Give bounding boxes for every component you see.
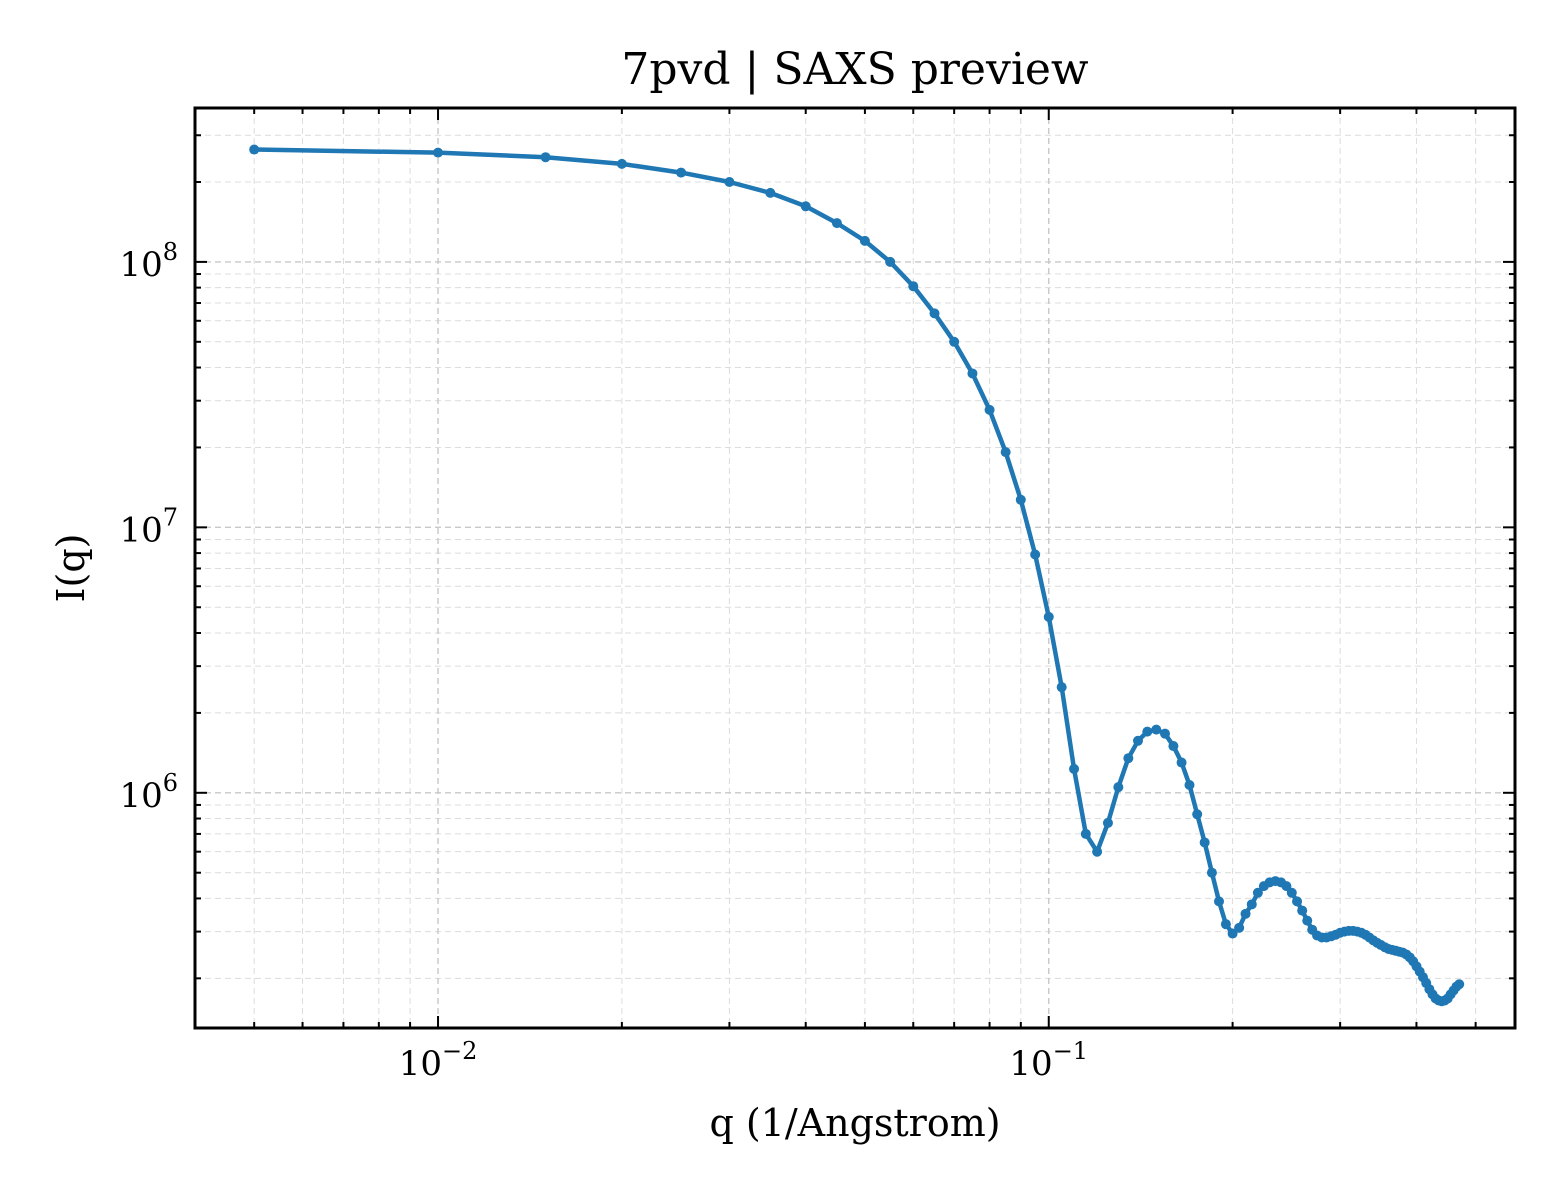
data-point [1030, 549, 1041, 560]
x-tick-labels: 10−2 10−1 [399, 1037, 1088, 1084]
data-point [676, 167, 687, 178]
y-tick-label: 106 [119, 769, 178, 816]
y-axis-label: I(q) [49, 534, 93, 603]
data-point [433, 147, 444, 158]
data-point [1206, 867, 1217, 878]
data-point [1220, 919, 1231, 930]
data-point [885, 256, 896, 267]
data-point [1454, 979, 1465, 990]
data-point [859, 235, 870, 246]
data-point [1227, 928, 1238, 939]
data-point [1092, 846, 1103, 857]
data-point [1142, 726, 1153, 737]
data-point [1246, 899, 1257, 910]
y-tick-labels: 106 107 108 [119, 238, 178, 816]
data-point [724, 176, 735, 187]
data-point [1069, 763, 1080, 774]
data-point [967, 368, 978, 379]
data-point [1043, 611, 1054, 622]
data-point [616, 158, 627, 169]
data-point [1240, 908, 1251, 919]
data-point [249, 144, 260, 155]
data-point [1176, 757, 1187, 768]
data-point [540, 152, 551, 163]
data-point [1252, 887, 1263, 898]
data-point [1234, 922, 1245, 933]
minor-grid [194, 108, 1515, 1028]
plot-frame [193, 106, 1517, 1030]
series-line [251, 147, 1462, 1004]
data-point [1000, 447, 1011, 458]
data-point [1056, 682, 1067, 693]
data-point [1184, 780, 1195, 790]
data-point [984, 404, 995, 415]
data-point [1281, 881, 1292, 892]
data-point [1133, 735, 1143, 746]
x-axis-label: q (1/Angstrom) [709, 1101, 1000, 1145]
data-point [1113, 782, 1124, 793]
data-point [908, 281, 919, 292]
major-grid [195, 108, 1515, 1028]
data-point [800, 201, 811, 212]
series-layer [249, 144, 1465, 1007]
data-point [1102, 817, 1113, 828]
data-point [929, 308, 940, 319]
data-point [1151, 724, 1162, 735]
chart-title: 7pvd | SAXS preview [621, 44, 1089, 95]
data-point [1080, 828, 1091, 839]
data-point [1302, 915, 1313, 926]
data-point [1192, 809, 1203, 820]
x-tick-label: 10−2 [399, 1037, 478, 1084]
x-tick-label: 10−1 [1009, 1037, 1088, 1084]
data-point [1297, 905, 1308, 916]
data-point [1199, 837, 1210, 848]
data-point [1286, 887, 1297, 898]
data-point [1214, 896, 1224, 907]
data-point [1160, 728, 1170, 739]
y-tick-label: 107 [119, 503, 178, 550]
data-point [1015, 494, 1026, 505]
data-point [1123, 753, 1134, 764]
data-point [831, 218, 842, 229]
data-point [949, 336, 960, 347]
data-point [1168, 741, 1179, 752]
y-tick-label: 108 [119, 238, 178, 285]
data-point [765, 187, 776, 198]
data-point [1292, 896, 1303, 907]
